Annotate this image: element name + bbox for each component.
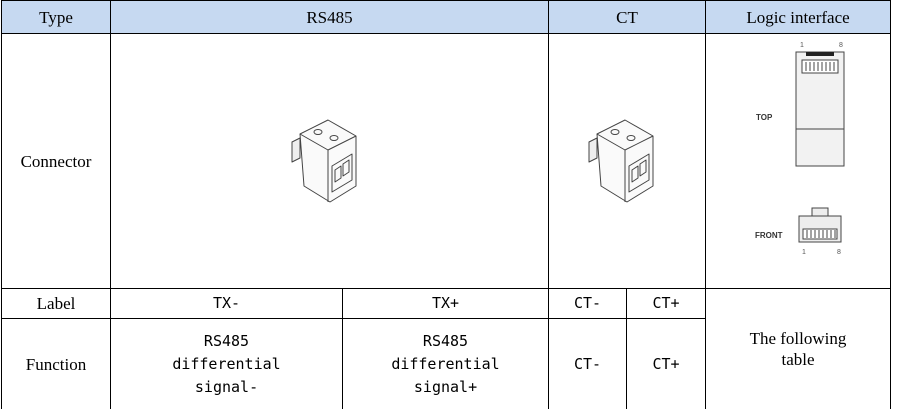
text-line: differential (172, 354, 281, 373)
text-line: CT- (573, 354, 602, 373)
header-cell: Logic interface (705, 0, 891, 34)
label-cell: CT+ (626, 288, 706, 319)
image-cell (110, 33, 549, 289)
pin-label: 8 (837, 249, 841, 256)
pin-label: 1 (802, 249, 806, 256)
text-line: table (781, 350, 815, 369)
rj45-pins (801, 59, 839, 74)
row-label: Label (1, 288, 111, 319)
image-label: TOP (756, 113, 773, 122)
function-cell: CT- (548, 318, 627, 409)
label-cell: TX- (110, 288, 343, 319)
text-line: differential (391, 354, 500, 373)
function-cell: RS485 differential signal- (110, 318, 343, 409)
image-cell (548, 33, 706, 289)
image-label: FRONT (755, 231, 783, 240)
text-line: CT+ (652, 354, 680, 373)
rj45-latch (811, 207, 829, 217)
header-cell: Type (1, 0, 111, 34)
text-line: signal- (194, 377, 259, 396)
pins (806, 230, 836, 238)
row-label: Function (1, 318, 111, 409)
header-cell: RS485 (110, 0, 549, 34)
function-cell: RS485 differential signal+ (342, 318, 549, 409)
text-line: The following (749, 329, 847, 348)
header-cell: CT (548, 0, 706, 34)
rj45-pins (802, 228, 838, 240)
pin-label: 8 (839, 42, 843, 49)
pins (805, 62, 835, 71)
rj45-icon: 1 8 TOP FRONT 1 8 (755, 42, 845, 256)
row-label: Connector (1, 33, 111, 289)
label-cell: CT- (548, 288, 627, 319)
function-cell: CT+ (626, 318, 706, 409)
text-line: RS485 (203, 331, 250, 350)
text-line: signal+ (413, 377, 478, 396)
image-cell: 1 8 TOP FRONT 1 8 (705, 33, 891, 289)
pin-label: 1 (800, 42, 804, 49)
logic-cell: The following table (705, 288, 891, 409)
label-cell: TX+ (342, 288, 549, 319)
connector-icon (291, 119, 356, 202)
rj45-key (806, 52, 834, 56)
connector-icon (588, 119, 654, 202)
text-line: RS485 (422, 331, 469, 350)
